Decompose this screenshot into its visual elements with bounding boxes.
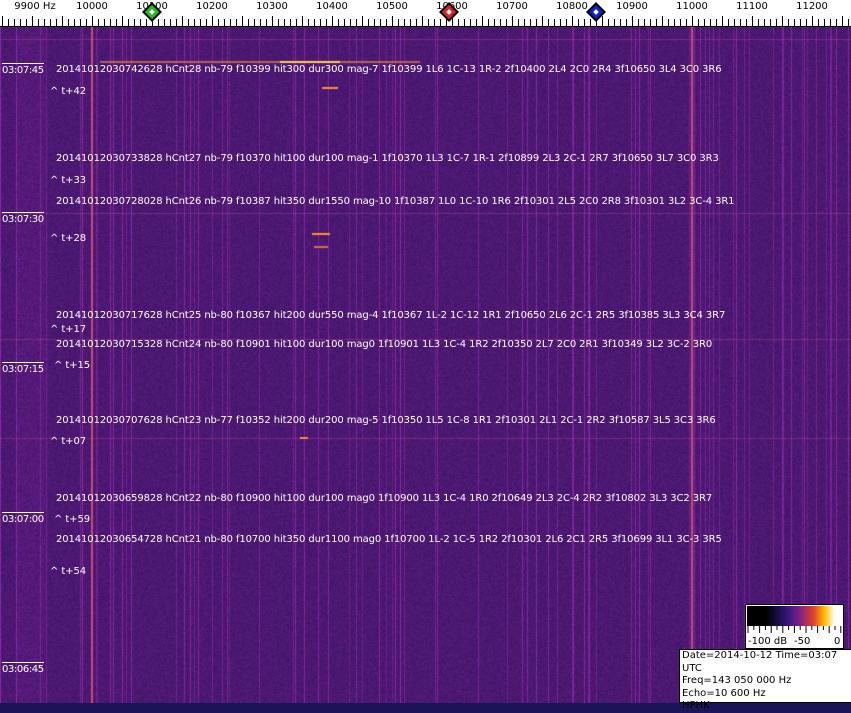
freq-label: 10700 xyxy=(496,1,528,12)
colorbar-label-max: 0 xyxy=(834,636,841,647)
detection-annotation: 20141012030659828 hCnt22 nb-80 f10900 hi… xyxy=(56,493,713,504)
colorbar-label-min: -100 dB xyxy=(748,636,788,647)
colorbar-gradient xyxy=(747,606,842,626)
waterfall-spectrogram xyxy=(0,27,851,703)
detection-annotation: 20141012030715328 hCnt24 nb-80 f10901 hi… xyxy=(56,339,713,350)
time-offset-annotation: ^ t+59 xyxy=(54,514,90,525)
time-label: 03:07:30 xyxy=(2,212,44,225)
freq-label: 10900 xyxy=(616,1,648,12)
freq-label: 10200 xyxy=(196,1,228,12)
freq-label: 10400 xyxy=(316,1,348,12)
colorbar-legend: -100 dB -50 0 xyxy=(745,604,844,649)
info-date-time: Date=2014-10-12 Time=03:07 UTC xyxy=(682,650,838,674)
time-offset-annotation: ^ t+17 xyxy=(50,324,86,335)
detection-annotation: 20141012030728028 hCnt26 nb-79 f10387 hi… xyxy=(56,196,735,207)
time-offset-annotation: ^ t+28 xyxy=(50,233,86,244)
info-echo: Echo=10 600 Hz xyxy=(682,687,766,699)
time-offset-annotation: ^ t+42 xyxy=(50,86,86,97)
freq-label: 11200 xyxy=(796,1,828,12)
colorbar-ticks xyxy=(747,626,842,633)
freq-label: 10300 xyxy=(256,1,288,12)
freq-label: 10800 xyxy=(556,1,588,12)
time-label: 03:06:45 xyxy=(2,662,44,675)
time-offset-annotation: ^ t+54 xyxy=(50,566,86,577)
frequency-ticks xyxy=(2,16,849,26)
time-label: 03:07:00 xyxy=(2,512,44,525)
freq-label: 10500 xyxy=(376,1,408,12)
detection-annotation: 20141012030717628 hCnt25 nb-80 f10367 hi… xyxy=(56,310,726,321)
freq-label: 10000 xyxy=(76,1,108,12)
freq-label: 9900 Hz xyxy=(14,1,56,12)
detection-annotation: 20141012030733828 hCnt27 nb-79 f10370 hi… xyxy=(56,153,719,164)
time-label: 03:07:15 xyxy=(2,362,44,375)
info-frequency: Freq=143 050 000 Hz xyxy=(682,675,792,686)
freq-label: 11000 xyxy=(676,1,708,12)
info-station: HPHK xyxy=(682,700,710,711)
detection-annotation: 20141012030707628 hCnt23 nb-77 f10352 hi… xyxy=(56,415,716,426)
frequency-axis: 9900 Hz 10000 10100 10200 10300 10400 10… xyxy=(0,0,851,27)
colorbar-label-mid: -50 xyxy=(794,636,811,647)
time-offset-annotation: ^ t+33 xyxy=(50,175,86,186)
detection-annotation: 20141012030654728 hCnt21 nb-80 f10700 hi… xyxy=(56,534,722,545)
detection-annotation: 20141012030742628 hCnt28 nb-79 f10399 hi… xyxy=(56,64,722,75)
time-label: 03:07:45 xyxy=(2,63,44,76)
time-offset-annotation: ^ t+15 xyxy=(54,360,90,371)
time-offset-annotation: ^ t+07 xyxy=(50,436,86,447)
freq-label: 11100 xyxy=(736,1,768,12)
info-box: Date=2014-10-12 Time=03:07 UTC Freq=143 … xyxy=(679,649,851,711)
